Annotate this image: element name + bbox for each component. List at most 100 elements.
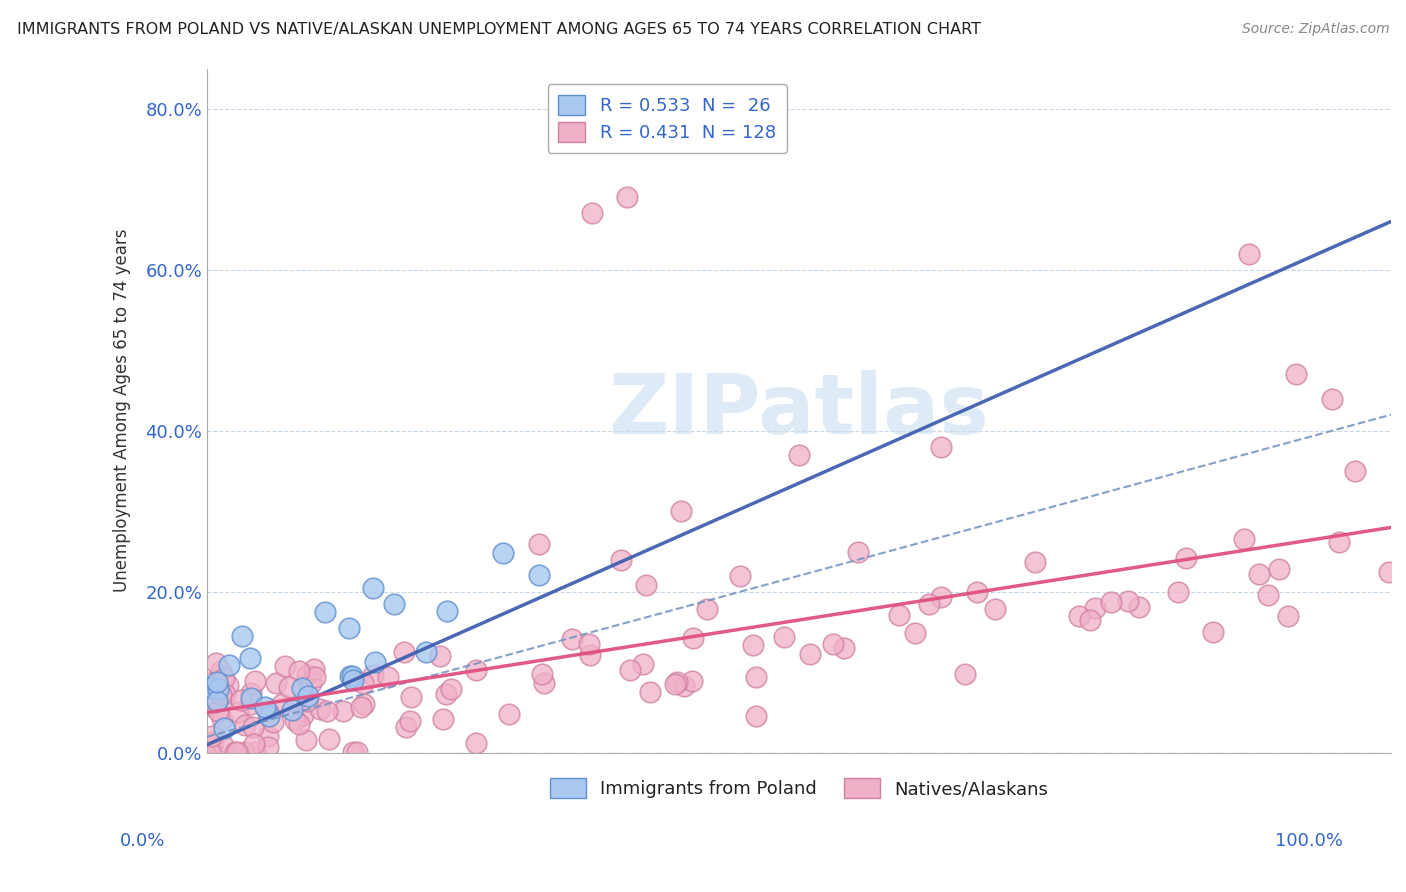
Point: [257, 705, 280, 719]
Point: [212, 721, 235, 735]
Point: [498, 707, 520, 722]
Point: [929, 440, 952, 454]
Point: [953, 666, 976, 681]
Point: [264, 676, 287, 690]
Point: [799, 648, 821, 662]
Point: [1247, 567, 1270, 582]
Point: [399, 714, 422, 728]
Point: [291, 707, 314, 722]
Point: [214, 671, 236, 685]
Point: [202, 735, 225, 749]
Point: [316, 704, 339, 718]
Point: [669, 504, 692, 518]
Point: [1233, 532, 1256, 546]
Point: [259, 709, 281, 723]
Point: [1257, 588, 1279, 602]
Point: [744, 708, 766, 723]
Point: [984, 602, 1007, 616]
Point: [561, 632, 583, 647]
Point: [929, 590, 952, 604]
Point: [209, 665, 232, 679]
Point: [339, 669, 361, 683]
Point: [277, 681, 299, 695]
Point: [1268, 562, 1291, 576]
Point: [527, 567, 550, 582]
Point: [205, 656, 228, 670]
Point: [1344, 464, 1367, 478]
Point: [243, 737, 266, 751]
Point: [1024, 555, 1046, 569]
Point: [887, 607, 910, 622]
Point: [787, 448, 810, 462]
Point: [207, 682, 229, 697]
Point: [440, 682, 463, 697]
Point: [353, 698, 375, 712]
Point: [665, 674, 688, 689]
Point: [231, 629, 253, 643]
Point: [201, 675, 224, 690]
Point: [212, 739, 235, 753]
Point: [304, 670, 326, 684]
Point: [297, 689, 319, 703]
Point: [361, 581, 384, 595]
Point: [465, 735, 488, 749]
Point: [682, 631, 704, 645]
Point: [363, 655, 385, 669]
Point: [1277, 608, 1299, 623]
Point: [1285, 368, 1308, 382]
Point: [239, 651, 262, 665]
Point: [382, 597, 405, 611]
Point: [681, 673, 703, 688]
Point: [492, 546, 515, 560]
Point: [201, 729, 224, 743]
Point: [1128, 599, 1150, 614]
Point: [299, 676, 322, 690]
Point: [205, 694, 228, 708]
Text: IMMIGRANTS FROM POLAND VS NATIVE/ALASKAN UNEMPLOYMENT AMONG AGES 65 TO 74 YEARS : IMMIGRANTS FROM POLAND VS NATIVE/ALASKAN…: [17, 22, 981, 37]
Point: [392, 645, 415, 659]
Point: [284, 714, 307, 728]
Point: [342, 669, 364, 683]
Point: [235, 718, 257, 732]
Point: [634, 577, 657, 591]
Point: [201, 745, 224, 759]
Point: [832, 641, 855, 656]
Point: [581, 206, 603, 220]
Point: [361, 668, 384, 682]
Point: [1078, 613, 1101, 627]
Point: [527, 536, 550, 550]
Point: [619, 663, 641, 677]
Point: [578, 648, 600, 663]
Point: [280, 703, 302, 717]
Point: [270, 697, 292, 711]
Point: [465, 663, 488, 677]
Point: [672, 679, 695, 693]
Point: [297, 668, 319, 682]
Point: [288, 716, 311, 731]
Point: [823, 637, 845, 651]
Point: [966, 584, 988, 599]
Point: [728, 568, 751, 582]
Y-axis label: Unemployment Among Ages 65 to 74 years: Unemployment Among Ages 65 to 74 years: [114, 229, 131, 592]
Point: [350, 700, 373, 714]
Point: [352, 675, 374, 690]
Point: [342, 745, 364, 759]
Point: [302, 662, 325, 676]
Point: [233, 745, 256, 759]
Point: [262, 714, 284, 729]
Point: [742, 638, 765, 652]
Point: [846, 544, 869, 558]
Point: [228, 705, 250, 719]
Point: [287, 664, 309, 678]
Text: 0.0%: 0.0%: [120, 831, 165, 849]
Point: [401, 690, 423, 704]
Point: [1237, 246, 1260, 260]
Point: [616, 190, 638, 204]
Point: [243, 674, 266, 689]
Point: [198, 745, 221, 759]
Point: [214, 687, 236, 701]
Point: [239, 691, 262, 706]
Point: [211, 712, 233, 726]
Point: [197, 698, 219, 712]
Point: [342, 673, 364, 687]
